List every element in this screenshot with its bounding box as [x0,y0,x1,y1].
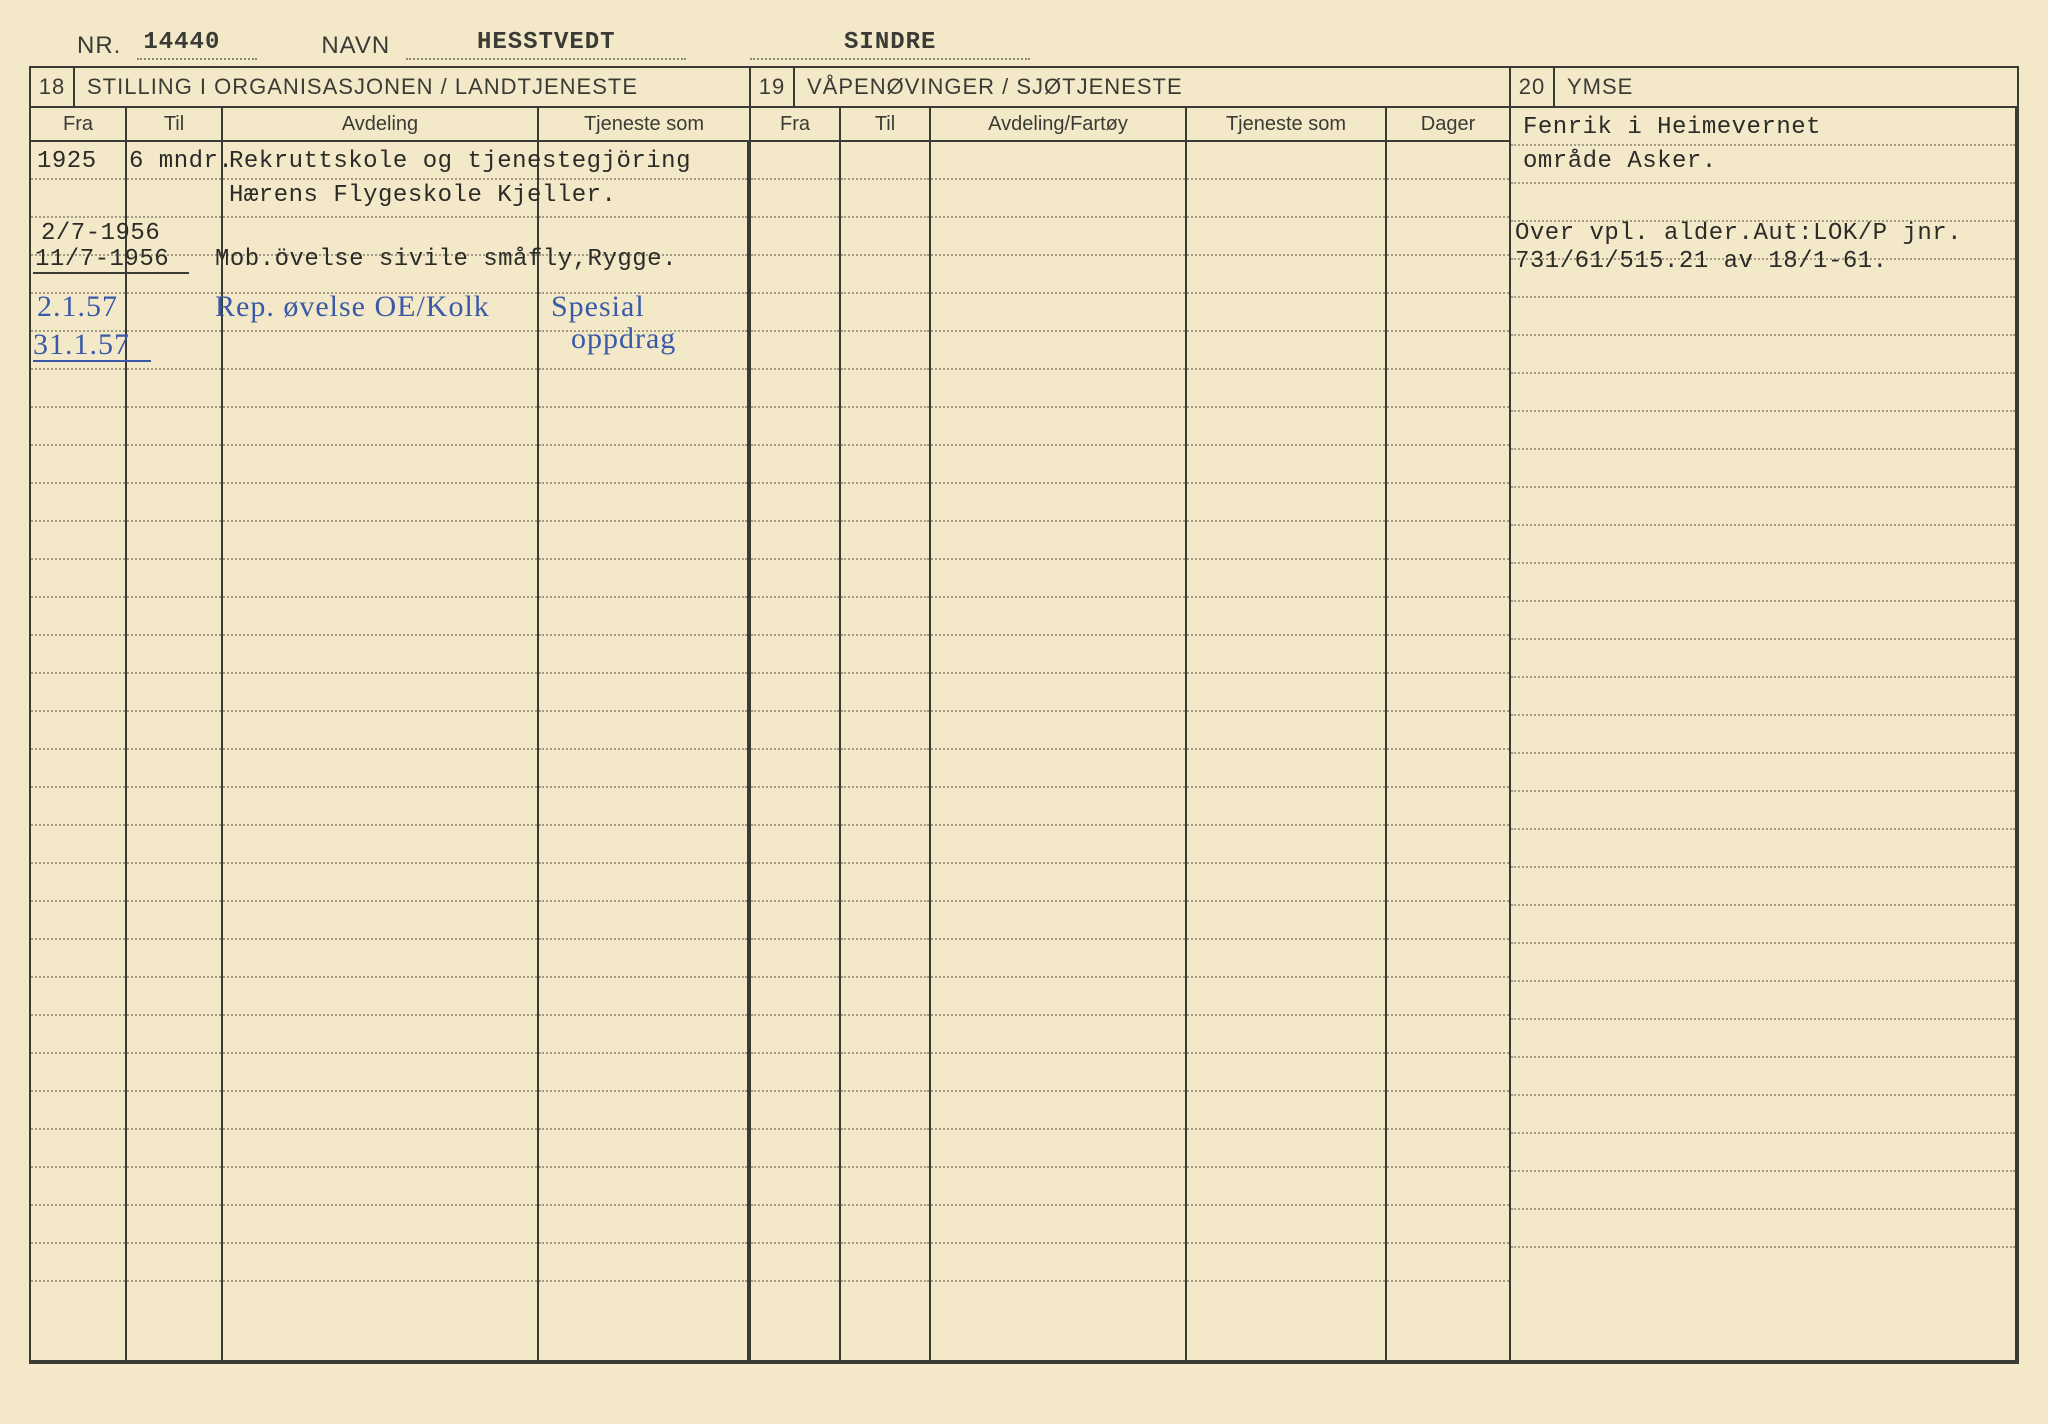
track-fra [751,142,841,1360]
nr-value: 14440 [137,29,257,60]
col-tj: Tjeneste som [1187,108,1387,140]
track-avd [223,142,539,1360]
track-avd [931,142,1187,1360]
track-tj [1187,142,1387,1360]
col-fra: Fra [751,108,841,140]
col-til: Til [841,108,931,140]
section-18-col-headers: Fra Til Avdeling Tjeneste som [31,108,749,142]
section-20-body: Fenrik i Heimevernet område Asker. Over … [1511,108,2017,1360]
col-avd: Avdeling/Fartøy [931,108,1187,140]
section-19: 19 VÅPENØVINGER / SJØTJENESTE Fra Til Av… [751,68,1511,1360]
track-ymse [1511,108,2017,1360]
section-19-col-headers: Fra Til Avdeling/Fartøy Tjeneste som Dag… [751,108,1509,142]
track-til [841,142,931,1360]
section-20-title: YMSE [1555,74,1633,100]
nr-segment: NR. 14440 [77,29,257,60]
track-til [127,142,223,1360]
col-til: Til [127,108,223,140]
firstname-segment: SINDRE [750,29,1030,60]
track-tj [539,142,749,1360]
navn-label: NAVN [321,32,390,60]
surname-value: HESSTVEDT [406,29,686,60]
section-18-title: STILLING I ORGANISASJONEN / LANDTJENESTE [75,74,638,100]
section-19-title: VÅPENØVINGER / SJØTJENESTE [795,74,1183,100]
section-20-title-row: 20 YMSE [1511,68,2017,108]
section-18-num: 18 [31,68,75,106]
col-fra: Fra [31,108,127,140]
section-18-title-row: 18 STILLING I ORGANISASJONEN / LANDTJENE… [31,68,749,108]
track-dg [1387,142,1509,1360]
col-tjeneste: Tjeneste som [539,108,749,140]
section-19-num: 19 [751,68,795,106]
col-dager: Dager [1387,108,1509,140]
record-card: NR. 14440 NAVN HESSTVEDT SINDRE 18 STILL… [28,28,2020,1384]
main-frame: 18 STILLING I ORGANISASJONEN / LANDTJENE… [29,66,2019,1364]
section-20: 20 YMSE Fenrik i Heimevernet område Aske… [1511,68,2017,1360]
section-19-body [751,142,1509,1360]
navn-segment: NAVN HESSTVEDT [321,29,686,60]
firstname-value: SINDRE [750,29,1030,60]
section-20-num: 20 [1511,68,1555,106]
section-19-title-row: 19 VÅPENØVINGER / SJØTJENESTE [751,68,1509,108]
section-18: 18 STILLING I ORGANISASJONEN / LANDTJENE… [31,68,751,1360]
track-fra [31,142,127,1360]
nr-label: NR. [77,32,121,60]
section-18-body: 1925 6 mndr. Rekruttskole og tjenestegjö… [31,142,749,1360]
col-avdeling: Avdeling [223,108,539,140]
card-header: NR. 14440 NAVN HESSTVEDT SINDRE [29,29,2019,66]
